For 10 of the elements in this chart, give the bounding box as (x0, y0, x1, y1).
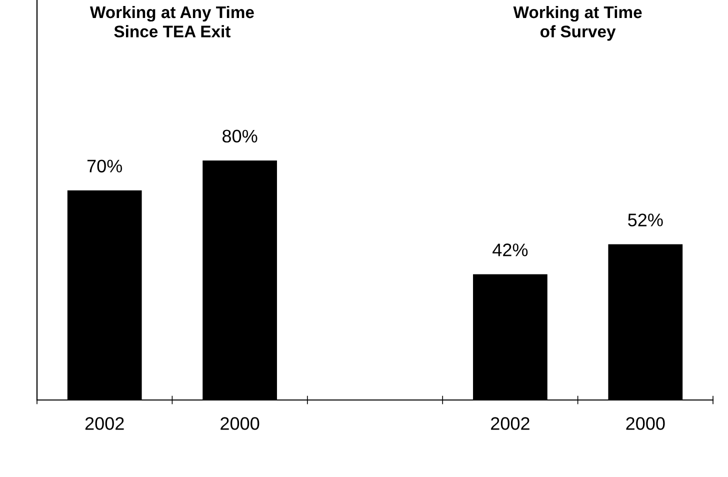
data-label: 52% (628, 214, 663, 226)
text: Working at Any Time Since TEA Exit (90, 6, 254, 38)
data-label: 70% (87, 160, 122, 172)
x-tick-label: 2000 (626, 417, 665, 430)
data-label: 80% (222, 130, 258, 143)
x-tick-label: 2002 (491, 417, 530, 430)
data-label: 42% (492, 244, 528, 256)
x-tick-label: 2002 (85, 417, 124, 430)
text: Working at Time of Survey (513, 6, 642, 41)
x-tick-label: 2000 (220, 417, 260, 430)
